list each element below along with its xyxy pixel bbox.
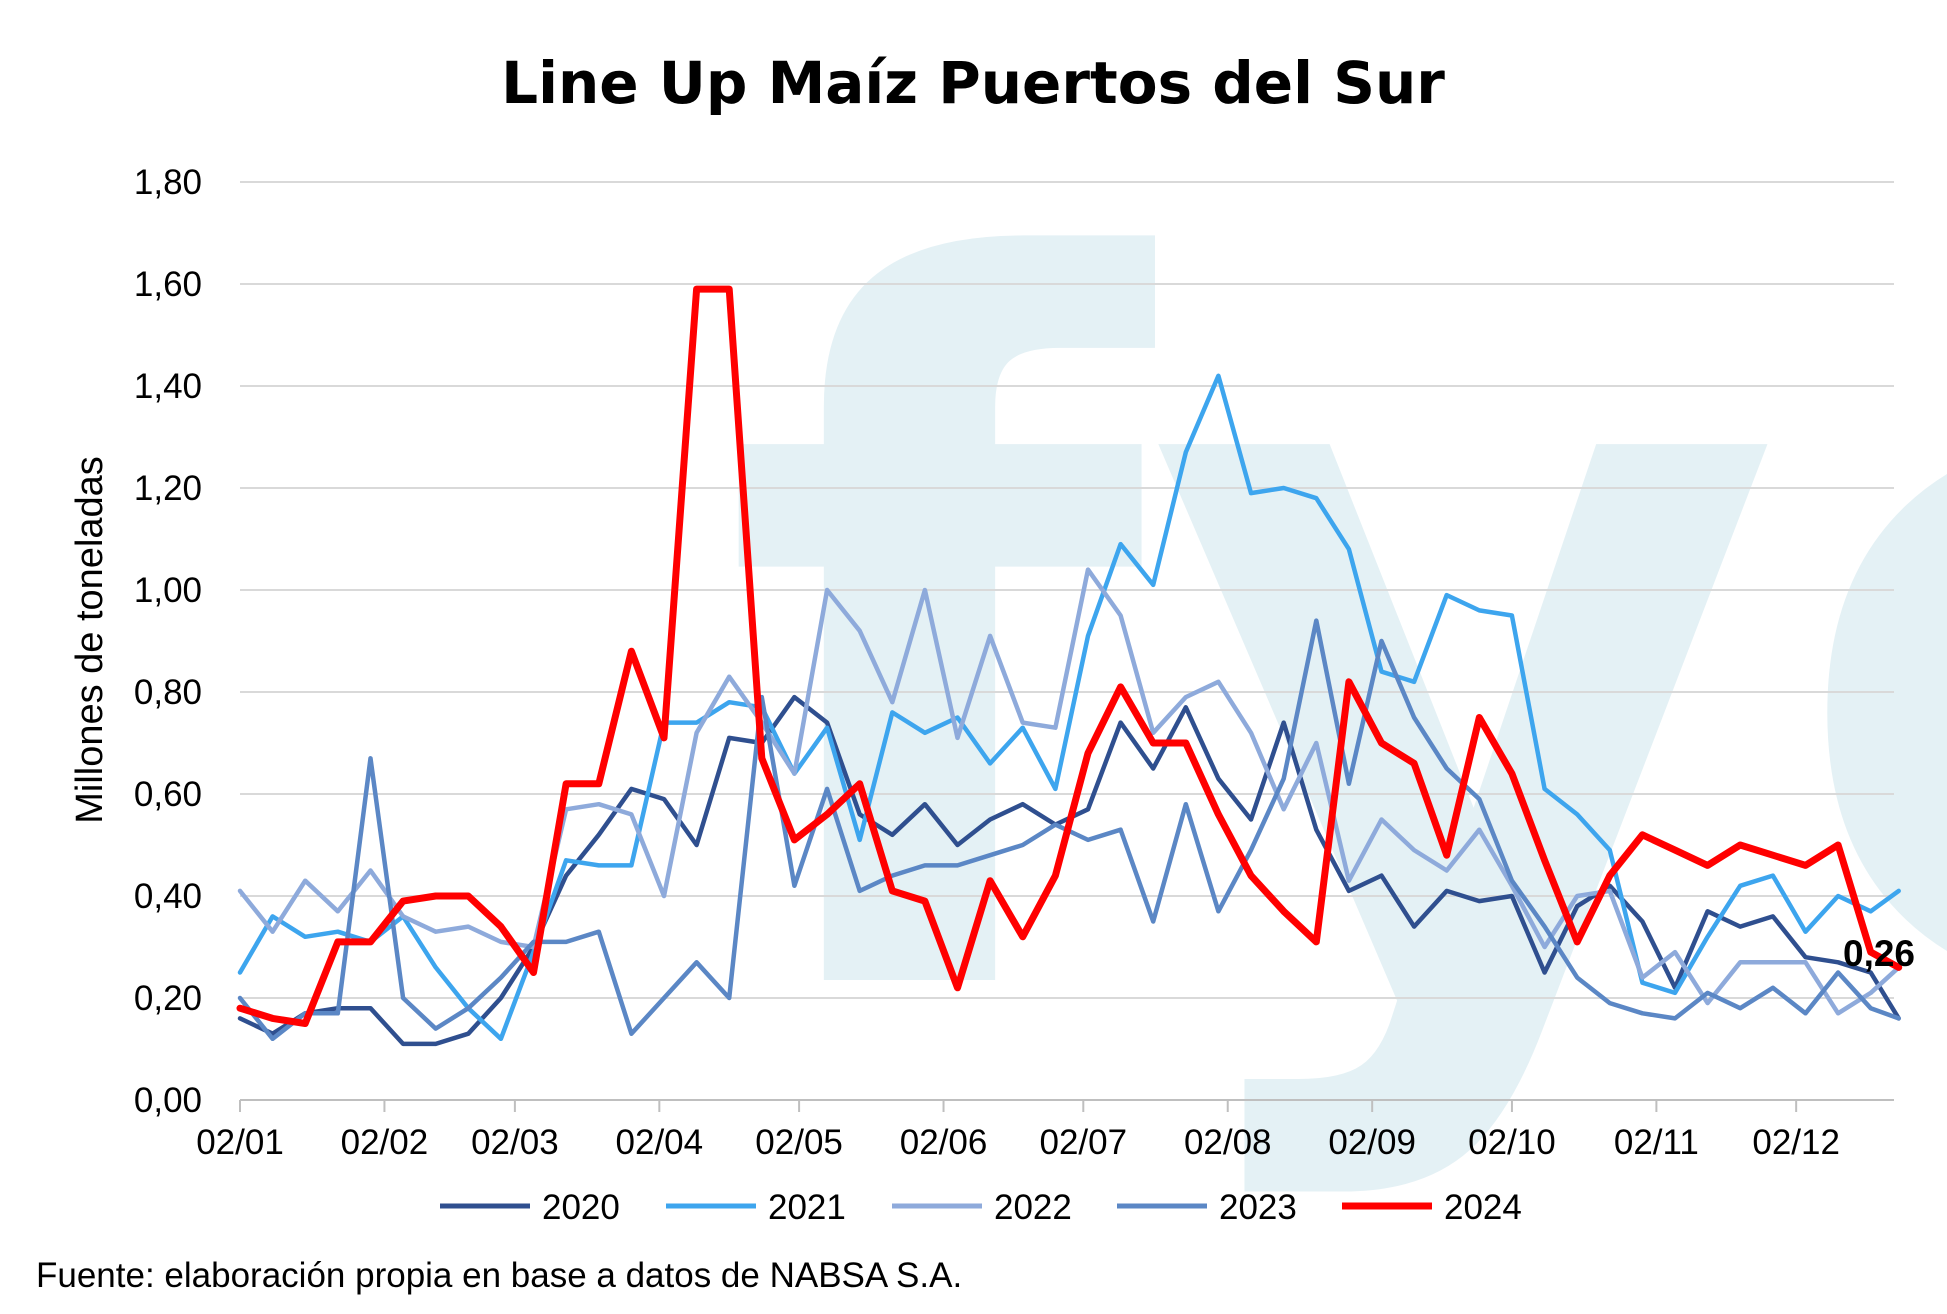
x-tick-label: 02/11 (1614, 1123, 1699, 1162)
series-line-2024 (236, 285, 1903, 1027)
x-axis: 02/01 02/02 02/03 02/04 02/05 02/06 02/07 02/08… (196, 1099, 1894, 1162)
x-tick-label: 02/01 (196, 1123, 284, 1162)
y-tick-label: 0,40 (134, 877, 202, 916)
y-tick-label: 0,20 (134, 979, 202, 1018)
legend-label-2022: 2022 (994, 1188, 1072, 1227)
legend-label-2021: 2021 (768, 1188, 846, 1227)
x-tick-label: 02/02 (341, 1123, 429, 1162)
fyo-watermark: fyo (720, 71, 1947, 1212)
gridlines (240, 181, 1894, 999)
y-tick-label: 1,40 (134, 367, 202, 406)
x-tick-label: 02/07 (1040, 1123, 1128, 1162)
x-tick-label: 02/06 (900, 1123, 988, 1162)
y-tick-label: 1,60 (134, 265, 202, 304)
legend-label-2020: 2020 (542, 1188, 620, 1227)
x-tick-label: 02/05 (755, 1123, 843, 1162)
watermark-text: fyo (720, 71, 1947, 1212)
x-tick-label: 02/04 (616, 1123, 704, 1162)
y-tick-label: 1,20 (134, 469, 202, 508)
x-tick-label: 02/12 (1752, 1123, 1840, 1162)
series-line-2021 (237, 373, 1901, 1042)
legend-label-2024: 2024 (1444, 1188, 1522, 1227)
x-tick-label: 02/09 (1328, 1123, 1416, 1162)
legend-label-2023: 2023 (1219, 1188, 1297, 1227)
x-tick-label: 02/03 (471, 1123, 559, 1162)
chart-title: Line Up Maíz Puertos del Sur (501, 49, 1445, 117)
series-lines (236, 285, 1903, 1047)
y-axis-label: Millones de toneladas (69, 456, 111, 824)
source-note: Fuente: elaboración propia en base a dat… (36, 1256, 962, 1295)
y-tick-label: 1,80 (134, 163, 202, 202)
y-tick-label: 0,80 (134, 673, 202, 712)
series-line-2023 (237, 618, 1901, 1042)
legend: 2020 2021 2022 2023 2024 (440, 1188, 1522, 1227)
last-value-label: 0,26 (1843, 933, 1915, 974)
y-axis-ticks: 0,00 0,20 0,40 0,60 0,80 1,00 1,20 1,40 1,60 1,80 (134, 163, 202, 1120)
y-tick-label: 0,60 (134, 775, 202, 814)
y-tick-label: 0,00 (134, 1081, 202, 1120)
y-tick-label: 1,00 (134, 571, 202, 610)
x-tick-label: 02/10 (1468, 1123, 1556, 1162)
x-tick-label: 02/08 (1184, 1123, 1272, 1162)
